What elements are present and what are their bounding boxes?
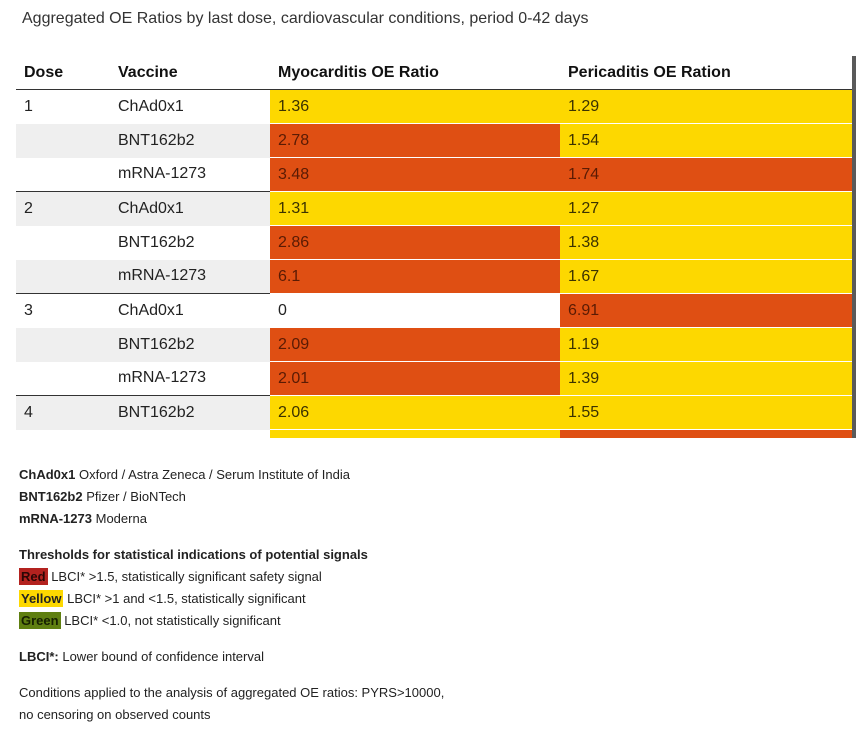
myocarditis-value-cell: 1.36	[270, 89, 560, 124]
oe-ratio-table-viewport[interactable]: Dose Vaccine Myocarditis OE Ratio Perica…	[16, 56, 856, 438]
chart-title: Aggregated OE Ratios by last dose, cardi…	[22, 10, 589, 27]
table-row: 2 ChAd0x1 1.31 1.27	[16, 191, 854, 226]
vaccine-code: mRNA-1273	[19, 511, 92, 526]
threshold-swatch-green: Green	[19, 612, 61, 629]
pericaditis-value-cell: 1.39	[560, 361, 854, 396]
table-row: mRNA-1273 6.1 1.67	[16, 259, 854, 294]
vaccine-cell: BNT162b2	[112, 395, 270, 430]
lbci-term: LBCI*:	[19, 649, 59, 664]
oe-ratio-table: Dose Vaccine Myocarditis OE Ratio Perica…	[16, 56, 854, 438]
lbci-text: Lower bound of confidence interval	[62, 649, 264, 664]
myocarditis-value-cell: 6.1	[270, 259, 560, 294]
vaccine-cell: mRNA-1273	[118, 165, 207, 183]
vaccine-desc: Oxford / Astra Zeneca / Serum Institute …	[78, 467, 350, 482]
pericaditis-value-cell: 2.64	[560, 429, 854, 438]
dose-cell: 4	[16, 395, 112, 430]
header-vaccine: Vaccine	[112, 56, 270, 90]
table-row: mRNA-1273 2.01 1.39	[16, 361, 854, 396]
myocarditis-value-cell: 2.01	[270, 361, 560, 396]
table-row: 1 ChAd0x1 1.36 1.29	[16, 89, 854, 124]
vaccine-legend-row: mRNA-1273 Moderna	[19, 508, 444, 530]
conditions-line-1: Conditions applied to the analysis of ag…	[19, 685, 445, 700]
vaccine-cell: BNT162b2	[112, 123, 270, 158]
pericaditis-value-cell: 1.38	[560, 225, 854, 260]
myocarditis-value-cell: 3.48	[270, 157, 560, 192]
vaccine-desc: Moderna	[95, 511, 147, 526]
vaccine-cell: mRNA-1273	[112, 430, 270, 439]
threshold-row-yellow: Yellow LBCI* >1 and <1.5, statistically …	[19, 588, 444, 610]
vaccine-cell: BNT162b2	[112, 327, 270, 362]
threshold-text: LBCI* <1.0, not statistically significan…	[64, 613, 281, 628]
myocarditis-value-cell: 0	[270, 293, 560, 328]
vaccine-cell: mRNA-1273	[118, 369, 207, 387]
dose-cell: 2	[16, 191, 112, 226]
myocarditis-value-cell: 2.91	[270, 429, 560, 438]
table-row: mRNA-1273 3.48 1.74	[16, 157, 854, 192]
dose-cell	[16, 123, 112, 158]
vaccine-desc: Pfizer / BioNTech	[86, 489, 186, 504]
vaccine-legend-row: ChAd0x1 Oxford / Astra Zeneca / Serum In…	[19, 464, 444, 486]
lbci-definition: LBCI*: Lower bound of confidence interva…	[19, 646, 444, 668]
vaccine-code: BNT162b2	[19, 489, 83, 504]
threshold-row-green: Green LBCI* <1.0, not statistically sign…	[19, 610, 444, 632]
dose-cell: 1	[24, 97, 33, 115]
pericaditis-value-cell: 1.19	[560, 327, 854, 362]
dose-cell	[16, 226, 112, 260]
threshold-swatch-yellow: Yellow	[19, 590, 64, 607]
pericaditis-value-cell: 1.74	[560, 157, 854, 192]
myocarditis-value-cell: 2.06	[270, 395, 560, 430]
thresholds-heading: Thresholds for statistical indications o…	[19, 547, 368, 562]
pericaditis-value-cell: 1.55	[560, 395, 854, 430]
pericaditis-value-cell: 1.67	[560, 259, 854, 294]
threshold-text: LBCI* >1.5, statistically significant sa…	[51, 569, 322, 584]
myocarditis-value-cell: 2.09	[270, 327, 560, 362]
table-body: 1 ChAd0x1 1.36 1.29 BNT162b2 2.78 1.54 mRNA-127…	[16, 89, 854, 439]
table-header-row: Dose Vaccine Myocarditis OE Ratio Perica…	[16, 56, 854, 90]
table-row: 3 ChAd0x1 0 6.91	[16, 293, 854, 328]
threshold-swatch-red: Red	[19, 568, 48, 585]
vaccine-cell: ChAd0x1	[112, 191, 270, 226]
dose-cell	[16, 430, 112, 439]
header-myocarditis: Myocarditis OE Ratio	[270, 56, 560, 90]
notes-section: ChAd0x1 Oxford / Astra Zeneca / Serum In…	[19, 464, 444, 726]
table-row: BNT162b2 2.09 1.19	[16, 327, 854, 362]
pericaditis-value-cell: 1.27	[560, 191, 854, 226]
dose-cell	[16, 158, 112, 192]
vaccine-legend-row: BNT162b2 Pfizer / BioNTech	[19, 486, 444, 508]
dose-cell: 3	[16, 293, 112, 328]
table-scrollbar[interactable]	[852, 56, 856, 438]
pericaditis-value-cell: 1.54	[560, 123, 854, 158]
pericaditis-value-cell: 1.29	[560, 89, 854, 124]
table-row: 4 BNT162b2 2.06 1.55	[16, 395, 854, 430]
myocarditis-value-cell: 2.86	[270, 225, 560, 260]
conditions-line-2: no censoring on observed counts	[19, 707, 211, 722]
vaccine-cell: ChAd0x1	[118, 97, 184, 115]
threshold-text: LBCI* >1 and <1.5, statistically signifi…	[67, 591, 306, 606]
dose-cell	[16, 327, 112, 362]
myocarditis-value-cell: 2.78	[270, 123, 560, 158]
myocarditis-value-cell: 1.31	[270, 191, 560, 226]
dose-cell	[16, 259, 112, 294]
table-row: BNT162b2 2.86 1.38	[16, 225, 854, 260]
header-dose: Dose	[16, 56, 112, 90]
vaccine-code: ChAd0x1	[19, 467, 76, 482]
vaccine-cell: mRNA-1273	[112, 259, 270, 294]
threshold-row-red: Red LBCI* >1.5, statistically significan…	[19, 566, 444, 588]
pericaditis-value-cell: 6.91	[560, 293, 854, 328]
table-row: BNT162b2 2.78 1.54	[16, 123, 854, 158]
vaccine-cell: BNT162b2	[118, 233, 195, 251]
dose-cell	[16, 362, 112, 396]
header-pericaditis: Pericaditis OE Ration	[560, 56, 854, 90]
vaccine-cell: ChAd0x1	[112, 293, 270, 328]
